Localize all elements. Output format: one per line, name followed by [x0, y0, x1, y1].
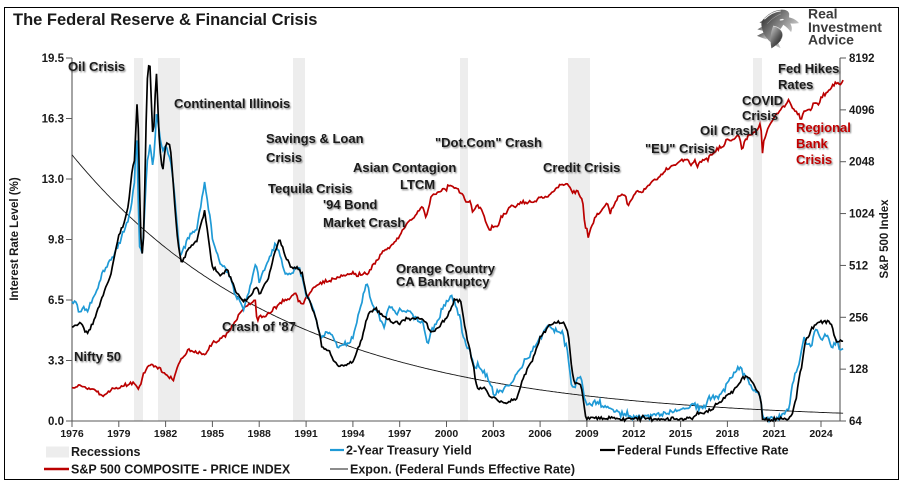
svg-text:S&P 500 Index: S&P 500 Index: [879, 199, 891, 279]
svg-text:512: 512: [849, 260, 868, 272]
svg-text:Crisis: Crisis: [742, 108, 778, 123]
svg-text:1024: 1024: [849, 209, 875, 221]
svg-text:Asian Contagion: Asian Contagion: [353, 160, 456, 175]
svg-text:S&P 500 COMPOSITE - PRICE INDE: S&P 500 COMPOSITE - PRICE INDEX: [71, 463, 291, 477]
svg-text:2003: 2003: [482, 428, 506, 440]
svg-text:4096: 4096: [849, 105, 875, 117]
svg-text:8192: 8192: [849, 53, 875, 65]
svg-text:256: 256: [849, 312, 868, 324]
svg-text:13.0: 13.0: [42, 174, 64, 186]
svg-text:2021: 2021: [763, 428, 787, 440]
svg-text:COVID: COVID: [742, 93, 783, 108]
svg-text:Continental Illinois: Continental Illinois: [174, 96, 290, 111]
svg-text:2006: 2006: [528, 428, 552, 440]
svg-text:CA Bankruptcy: CA Bankruptcy: [396, 274, 490, 289]
svg-text:Tequila Crisis: Tequila Crisis: [268, 181, 352, 196]
svg-text:3.3: 3.3: [48, 356, 64, 368]
svg-text:9.8: 9.8: [48, 235, 65, 247]
svg-text:Oil Crisis: Oil Crisis: [68, 59, 125, 74]
svg-text:128: 128: [849, 364, 869, 376]
svg-text:2000: 2000: [435, 428, 459, 440]
svg-text:"EU" Crisis: "EU" Crisis: [645, 141, 715, 156]
svg-text:Crisis: Crisis: [796, 152, 832, 167]
svg-text:Nifty 50: Nifty 50: [74, 349, 121, 364]
svg-text:64: 64: [849, 416, 862, 428]
svg-text:Recessions: Recessions: [71, 445, 141, 459]
svg-text:2018: 2018: [716, 428, 740, 440]
svg-text:Crash of '87: Crash of '87: [222, 319, 296, 334]
svg-text:Interest Rate Level (%): Interest Rate Level (%): [9, 177, 21, 301]
svg-text:1976: 1976: [60, 428, 84, 440]
svg-text:2048: 2048: [849, 157, 875, 169]
svg-text:Credit Crisis: Credit Crisis: [543, 160, 620, 175]
svg-text:Expon. (Federal Funds Effectiv: Expon. (Federal Funds Effective Rate): [350, 463, 575, 477]
svg-text:LTCM: LTCM: [400, 177, 435, 192]
svg-text:19.5: 19.5: [42, 53, 65, 65]
svg-text:Oil Crash: Oil Crash: [700, 123, 758, 138]
svg-text:1982: 1982: [154, 428, 178, 440]
svg-text:'94 Bond: '94 Bond: [323, 197, 377, 212]
svg-text:Market Crash: Market Crash: [323, 215, 405, 230]
svg-text:1994: 1994: [341, 428, 365, 440]
svg-text:0.0: 0.0: [48, 416, 64, 428]
svg-text:Rates: Rates: [778, 77, 813, 92]
svg-text:2-Year Treasury Yield: 2-Year Treasury Yield: [346, 444, 472, 458]
svg-text:Crisis: Crisis: [266, 150, 302, 165]
svg-text:6.5: 6.5: [48, 295, 65, 307]
svg-text:16.3: 16.3: [42, 114, 64, 126]
svg-text:Savings & Loan: Savings & Loan: [266, 131, 364, 146]
svg-text:1997: 1997: [388, 428, 412, 440]
svg-text:Fed Hikes: Fed Hikes: [778, 61, 839, 76]
svg-text:1979: 1979: [107, 428, 131, 440]
svg-text:Regional: Regional: [796, 120, 851, 135]
svg-text:2015: 2015: [669, 428, 693, 440]
svg-text:Bank: Bank: [796, 136, 829, 151]
svg-text:1985: 1985: [201, 428, 225, 440]
svg-text:Advice: Advice: [808, 32, 854, 48]
svg-text:"Dot.Com" Crash: "Dot.Com" Crash: [435, 135, 542, 150]
svg-text:2012: 2012: [622, 428, 646, 440]
svg-text:1988: 1988: [248, 428, 272, 440]
svg-text:1991: 1991: [294, 428, 318, 440]
svg-text:2024: 2024: [809, 428, 833, 440]
svg-text:Federal Funds Effective Rate: Federal Funds Effective Rate: [617, 444, 789, 458]
svg-text:2009: 2009: [575, 428, 599, 440]
